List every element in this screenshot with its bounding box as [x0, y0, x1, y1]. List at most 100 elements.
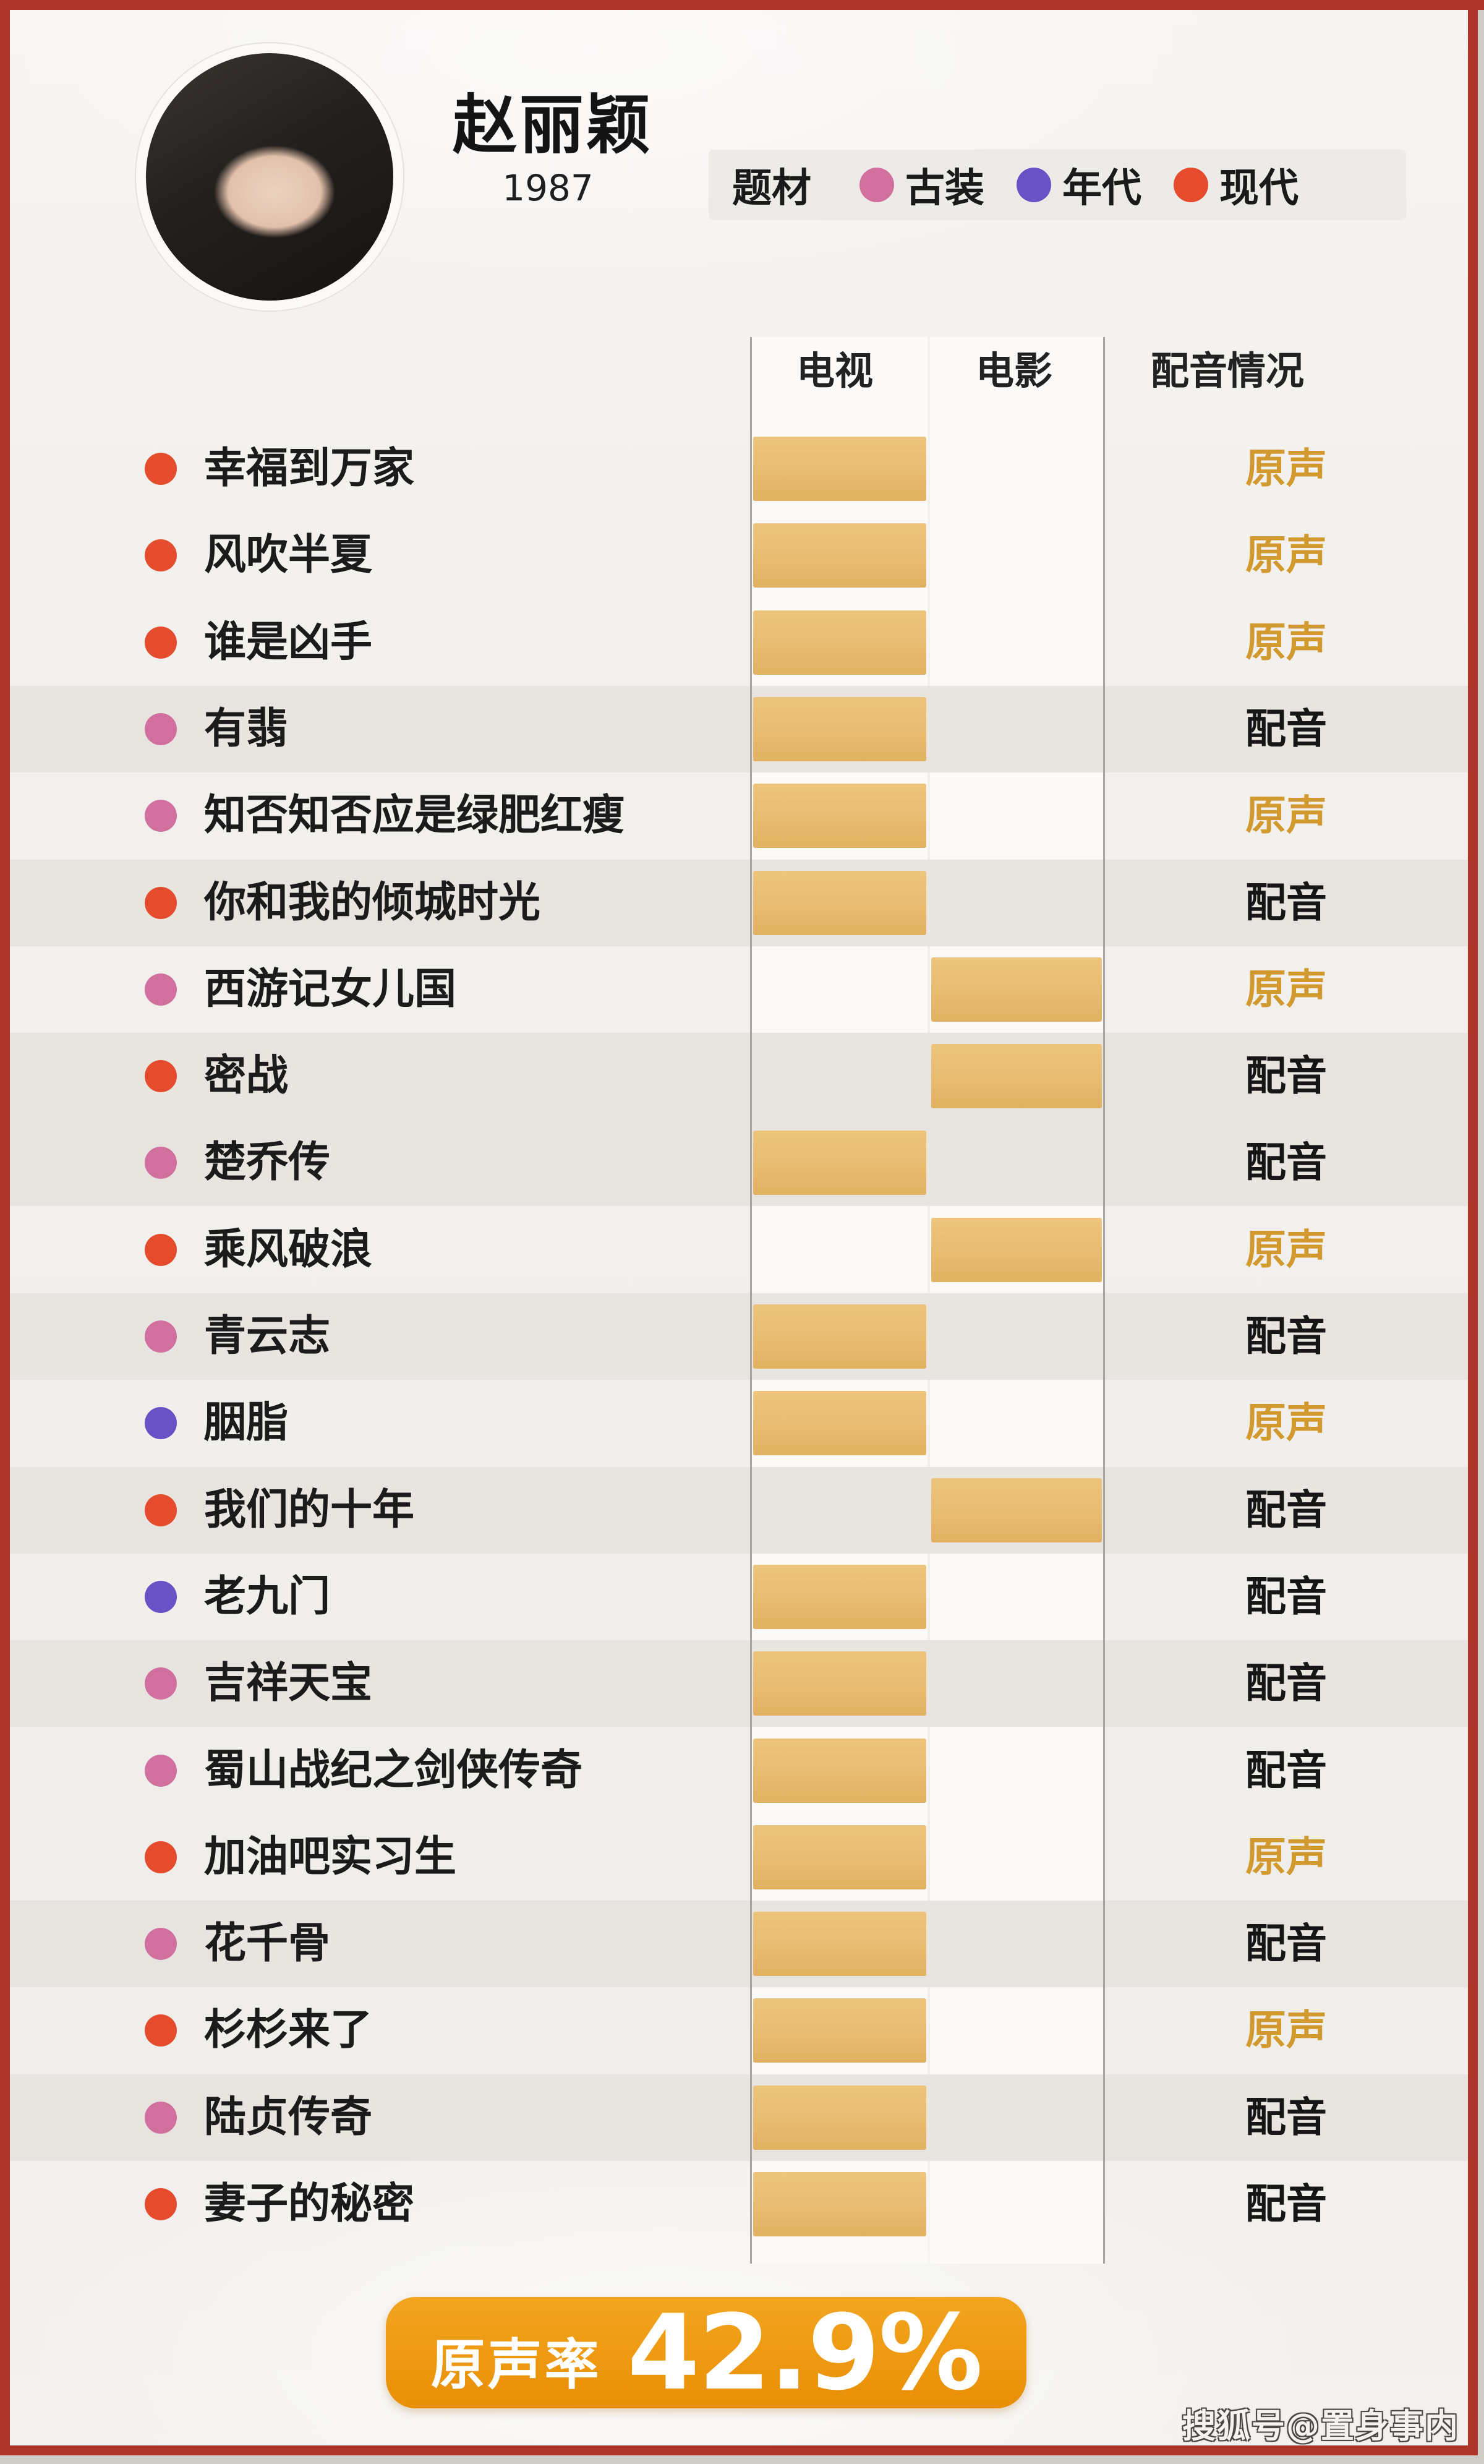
- work-title: 乘风破浪: [204, 1225, 373, 1274]
- work-title: 杉杉来了: [204, 2006, 373, 2055]
- dubbing-status: 配音: [1245, 704, 1327, 753]
- dubbing-status: 原声: [1245, 531, 1327, 580]
- category-dot-现代: [145, 1060, 177, 1093]
- dubbing-status: 配音: [1245, 1486, 1327, 1534]
- work-title: 风吹半夏: [204, 531, 373, 580]
- work-title: 陆贞传奇: [204, 2092, 373, 2142]
- column-header-movie: 电影: [975, 348, 1052, 393]
- dubbing-status: 原声: [1245, 445, 1327, 492]
- legend-item-现代: 现代: [1174, 156, 1298, 213]
- row-band: [10, 685, 1468, 772]
- legend-item-古装: 古装: [859, 156, 984, 213]
- row-band: [10, 2074, 1468, 2161]
- dubbing-status: 配音: [1245, 2093, 1327, 2141]
- category-dot-古装: [145, 2101, 177, 2134]
- dubbing-status: 原声: [1245, 792, 1327, 840]
- row-band: [10, 1293, 1468, 1380]
- category-dot-现代: [145, 539, 177, 572]
- legend-title: 题材: [732, 166, 811, 212]
- category-dot-古装: [145, 973, 177, 1006]
- work-title: 胭脂: [204, 1398, 289, 1448]
- medium-bar-电影: [931, 1217, 1102, 1282]
- medium-bar-电视: [753, 1824, 926, 1889]
- column-header-dubbing: 配音情况: [1150, 348, 1304, 393]
- category-dot-古装: [145, 800, 177, 832]
- category-dot-现代: [145, 453, 177, 485]
- row-band: [10, 1640, 1468, 1727]
- column-header-tv: 电视: [796, 348, 873, 393]
- legend-label: 现代: [1219, 166, 1298, 212]
- medium-bar-电影: [931, 957, 1102, 1022]
- dubbing-status: 原声: [1245, 618, 1327, 666]
- dubbing-status: 原声: [1245, 1225, 1327, 1273]
- category-dot-现代: [145, 886, 177, 919]
- category-dot-古装: [145, 712, 177, 745]
- medium-bar-电视: [753, 610, 926, 675]
- dubbing-status: 配音: [1245, 1052, 1327, 1100]
- frame-border-top: [0, 0, 1484, 10]
- medium-bar-电视: [753, 1912, 926, 1977]
- work-title: 吉祥天宝: [204, 1659, 373, 1708]
- category-dot-现代: [145, 1494, 177, 1526]
- voice-rate-value: 42.9%: [627, 2292, 983, 2413]
- row-band: [10, 1033, 1468, 1120]
- category-dot-古装: [145, 1667, 177, 1700]
- artist-name: 赵丽颖: [453, 87, 654, 163]
- category-dot-年代: [145, 1580, 177, 1613]
- category-dot-现代: [145, 1841, 177, 1873]
- legend-dot: [1174, 168, 1208, 202]
- legend-label: 古装: [905, 166, 984, 212]
- legend-items: 古装 年代 现代: [859, 156, 1331, 213]
- dubbing-status: 配音: [1245, 1659, 1327, 1708]
- dubbing-status: 配音: [1245, 878, 1327, 926]
- theme-legend: 题材 古装 年代 现代: [709, 150, 1406, 220]
- category-dot-古装: [145, 1320, 177, 1353]
- work-title: 青云志: [204, 1312, 331, 1361]
- medium-bar-电视: [753, 1391, 926, 1456]
- work-title: 西游记女儿国: [204, 964, 457, 1014]
- frame-border-right: [1468, 0, 1478, 2455]
- work-title: 花千骨: [204, 1919, 331, 1969]
- work-title: 你和我的倾城时光: [204, 878, 541, 927]
- voice-rate-banner: 原声率 42.9%: [386, 2297, 1026, 2408]
- work-title: 谁是凶手: [204, 617, 373, 667]
- column-divider-right: [1103, 337, 1105, 2264]
- medium-bar-电视: [753, 437, 926, 501]
- dubbing-status: 原声: [1245, 1399, 1327, 1447]
- legend-label: 年代: [1062, 166, 1141, 212]
- work-title: 幸福到万家: [204, 444, 415, 493]
- column-divider-left: [750, 337, 752, 2264]
- work-title: 加油吧实习生: [204, 1832, 457, 1881]
- work-title: 楚乔传: [204, 1138, 331, 1187]
- category-dot-年代: [145, 1407, 177, 1440]
- dubbing-status: 原声: [1245, 1833, 1327, 1881]
- medium-bar-电视: [753, 1651, 926, 1716]
- frame-border-left: [0, 0, 10, 2455]
- category-dot-古装: [145, 1754, 177, 1787]
- row-band: [10, 1119, 1468, 1207]
- row-band: [10, 859, 1468, 946]
- work-title: 老九门: [204, 1572, 331, 1621]
- legend-dot: [859, 168, 894, 202]
- dubbing-status: 配音: [1245, 1572, 1327, 1620]
- legend-item-年代: 年代: [1017, 156, 1141, 213]
- dubbing-status: 配音: [1245, 1312, 1327, 1360]
- work-title: 妻子的秘密: [204, 2180, 415, 2228]
- birth-year: 1987: [502, 167, 594, 209]
- dubbing-status: 原声: [1245, 2006, 1327, 2055]
- frame-border-bottom: [0, 2445, 1478, 2455]
- medium-bar-电视: [753, 1304, 926, 1369]
- dubbing-status: 配音: [1245, 2180, 1327, 2228]
- row-band: [10, 1466, 1468, 1554]
- medium-bar-电视: [753, 1131, 926, 1196]
- legend-dot: [1017, 168, 1051, 202]
- category-dot-古装: [145, 1147, 177, 1179]
- medium-bar-电视: [753, 1998, 926, 2063]
- medium-bar-电视: [753, 523, 926, 588]
- dubbing-status: 配音: [1245, 1920, 1327, 1968]
- work-title: 有翡: [204, 704, 289, 753]
- medium-bar-电视: [753, 2085, 926, 2150]
- category-dot-现代: [145, 2014, 177, 2047]
